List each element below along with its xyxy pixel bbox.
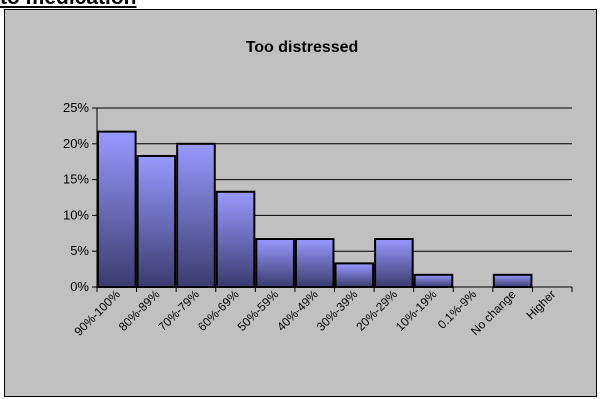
x-tick-label: 70%-79% xyxy=(155,287,202,334)
bars xyxy=(97,130,533,289)
bar xyxy=(97,130,137,288)
y-tick-label: 0% xyxy=(70,279,89,294)
y-tick-labels: 0% 5% 10% 15% 20% 25% xyxy=(63,100,89,294)
x-tick-labels: 90%-100%80%-89%70%-79%60%-69%50%-59%40%-… xyxy=(71,287,558,339)
bar xyxy=(492,273,533,289)
page-heading-fragment: to medication xyxy=(0,0,137,10)
gridlines xyxy=(97,107,572,252)
bar xyxy=(334,262,375,289)
bar xyxy=(215,190,256,288)
x-tick-label: 80%-89% xyxy=(116,287,163,334)
x-tick-label: Higher xyxy=(523,287,558,322)
x-tick-label: 10%-19% xyxy=(393,287,440,334)
bar xyxy=(294,238,335,288)
bar xyxy=(255,238,295,288)
bar xyxy=(176,142,216,288)
bar xyxy=(413,273,454,289)
x-tick-label: 90%-100% xyxy=(71,287,123,339)
y-tick-label: 15% xyxy=(63,172,89,187)
x-tick-label: 40%-49% xyxy=(274,287,321,334)
x-tick-label: 50%-59% xyxy=(235,287,282,334)
y-tick-label: 5% xyxy=(70,243,89,258)
chart-title: Too distressed xyxy=(246,39,359,56)
bar xyxy=(374,238,414,288)
x-tick-label: 60%-69% xyxy=(195,287,242,334)
bar xyxy=(136,154,177,288)
y-tick-label: 10% xyxy=(63,207,89,222)
x-tick-label: 20%-29% xyxy=(353,287,400,334)
y-tick-label: 20% xyxy=(63,136,89,151)
y-tick-label: 25% xyxy=(63,100,89,115)
x-tick-label: 30%-39% xyxy=(314,287,361,334)
